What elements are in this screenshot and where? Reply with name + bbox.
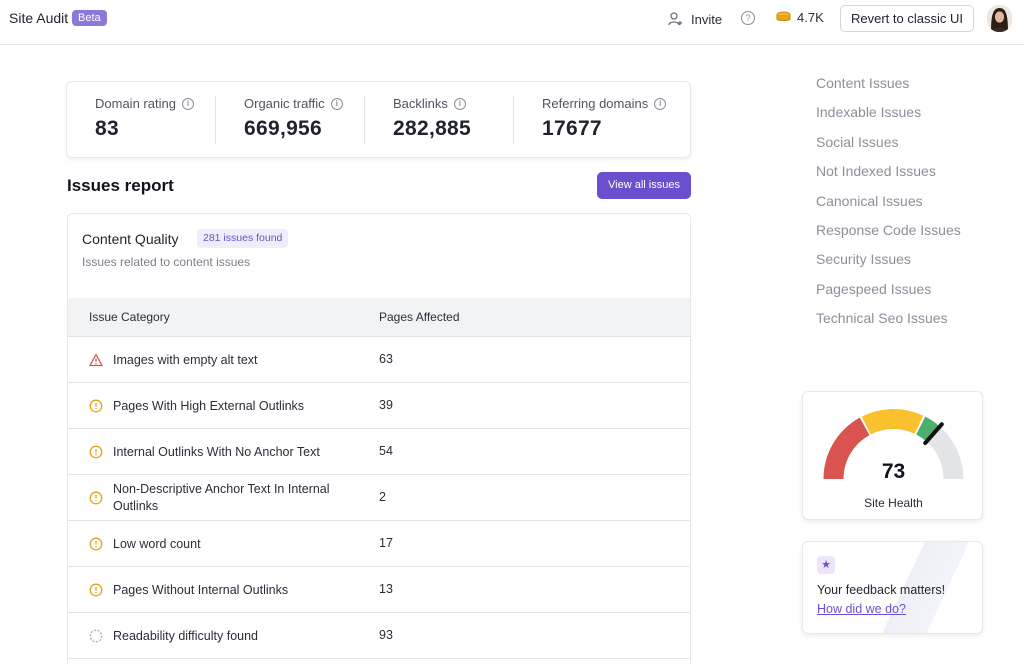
metric-value: 282,885 (393, 117, 472, 140)
add-user-icon (668, 12, 682, 26)
metric-domain-rating: Domain rating i 83 (95, 96, 194, 146)
feedback-title: Your feedback matters! (817, 583, 946, 597)
coin-stack-icon (776, 11, 791, 21)
side-nav-social-issues[interactable]: Social Issues (816, 133, 899, 150)
gauge-segment-yellow (861, 409, 924, 435)
help-icon[interactable]: ? (741, 11, 755, 25)
side-nav-response-code-issues[interactable]: Response Code Issues (816, 221, 961, 238)
metric-value: 17677 (542, 117, 602, 140)
table-row[interactable]: Non-Descriptive Anchor Text In Internal … (68, 475, 690, 521)
side-nav-content-issues[interactable]: Content Issues (816, 75, 910, 91)
side-nav-pagespeed-issues[interactable]: Pagespeed Issues (816, 280, 932, 297)
metric-value: 669,956 (244, 117, 323, 140)
divider (364, 96, 365, 144)
warning-triangle-icon (89, 353, 103, 367)
issue-label: Non-Descriptive Anchor Text In Internal … (113, 482, 330, 513)
pages-affected-value: 2 (379, 490, 386, 504)
metric-label: Organic traffic (244, 96, 325, 111)
gauge-segment-grey (926, 426, 964, 480)
gauge-segment-green (915, 416, 940, 442)
exclamation-circle-icon (89, 491, 103, 505)
exclamation-circle-icon (89, 399, 103, 413)
column-header-issue-category[interactable]: Issue Category (89, 310, 170, 324)
issue-label: Low word count (113, 536, 201, 551)
info-icon[interactable]: i (654, 97, 667, 110)
info-icon[interactable]: i (181, 97, 194, 110)
invite-label: Invite (691, 11, 723, 27)
gauge-needle (923, 422, 944, 445)
gauge-segment-red (823, 417, 870, 480)
site-health-label: Site Health (864, 496, 923, 510)
top-bar: Site Audit Beta Invite ? 4.7K Revert to … (0, 0, 1024, 45)
table-row[interactable]: Pages Without Internal Outlinks 13 (68, 567, 690, 613)
issue-label: Pages With High External Outlinks (113, 398, 305, 413)
pages-affected-value: 13 (379, 582, 393, 596)
issues-found-badge: 281 issues found (197, 229, 289, 248)
site-health-card: 73 Site Health (802, 391, 983, 520)
issue-label: Readability difficulty found (113, 628, 258, 643)
credits-count: 4.7K (797, 10, 824, 25)
view-all-issues-button[interactable]: View all issues (597, 172, 691, 199)
info-icon[interactable]: i (453, 97, 466, 110)
issue-label: Internal Outlinks With No Anchor Text (113, 444, 320, 459)
divider (513, 96, 514, 144)
table-header: Issue Category Pages Affected (68, 298, 690, 337)
exclamation-circle-icon (89, 583, 103, 597)
avatar[interactable] (987, 5, 1012, 32)
table-row[interactable]: Internal Outlinks With No Anchor Text 54 (68, 429, 690, 475)
issue-label: Images with empty alt text (113, 352, 258, 367)
metric-label: Referring domains (542, 96, 649, 111)
pages-affected-value: 39 (379, 398, 393, 412)
dashed-circle-icon (89, 629, 103, 643)
exclamation-circle-icon (89, 537, 103, 551)
side-nav-not-indexed-issues[interactable]: Not Indexed Issues (816, 163, 936, 180)
pages-affected-value: 93 (379, 628, 393, 642)
info-icon[interactable]: i (330, 97, 343, 110)
section-title: Content Quality (82, 231, 179, 247)
feedback-link[interactable]: How did we do? (817, 602, 906, 616)
metric-backlinks: Backlinks i 282,885 (393, 96, 471, 146)
user-photo-icon (987, 5, 1012, 32)
content-quality-card: Content Quality 281 issues found Issues … (67, 213, 691, 664)
app-title: Site Audit (9, 10, 69, 26)
site-health-gauge (823, 409, 964, 480)
side-nav-technical-seo-issues[interactable]: Technical Seo Issues (816, 310, 948, 327)
metric-label: Backlinks (393, 96, 448, 111)
issues-side-nav: Content Issues Indexable Issues Social I… (816, 73, 1006, 338)
side-nav-canonical-issues[interactable]: Canonical Issues (816, 192, 923, 209)
side-nav-indexable-issues[interactable]: Indexable Issues (816, 104, 922, 121)
side-nav-security-issues[interactable]: Security Issues (816, 251, 911, 268)
credits-indicator[interactable]: 4.7K (776, 10, 824, 25)
site-health-value: 73 (881, 460, 906, 483)
pages-affected-value: 54 (379, 444, 393, 458)
column-header-pages-affected[interactable]: Pages Affected (379, 310, 460, 324)
table-row[interactable]: Pages With High External Outlinks 39 (68, 383, 690, 429)
metric-organic-traffic: Organic traffic i 669,956 (244, 96, 343, 146)
invite-button[interactable]: Invite (668, 10, 722, 28)
divider (215, 96, 216, 144)
section-subtitle: Issues related to content issues (82, 255, 251, 269)
table-row[interactable]: Readability difficulty found 93 (68, 613, 690, 659)
metrics-card: Domain rating i 83 Organic traffic i 669… (66, 81, 691, 158)
feedback-card: ★ Your feedback matters! How did we do? (802, 541, 983, 634)
star-icon: ★ (817, 556, 835, 574)
pages-affected-value: 17 (379, 536, 393, 550)
exclamation-circle-icon (89, 445, 103, 459)
metric-label: Domain rating (95, 96, 176, 111)
pages-affected-value: 63 (379, 352, 393, 366)
table-row[interactable]: Images with empty alt text 63 (68, 337, 690, 383)
metric-value: 83 (95, 117, 119, 140)
issues-report-title: Issues report (67, 176, 174, 195)
revert-classic-ui-button[interactable]: Revert to classic UI (840, 5, 974, 32)
table-row[interactable]: Low word count 17 (68, 521, 690, 567)
beta-badge: Beta (72, 10, 107, 26)
metric-referring-domains: Referring domains i 17677 (542, 96, 667, 146)
issue-label: Pages Without Internal Outlinks (113, 582, 289, 597)
